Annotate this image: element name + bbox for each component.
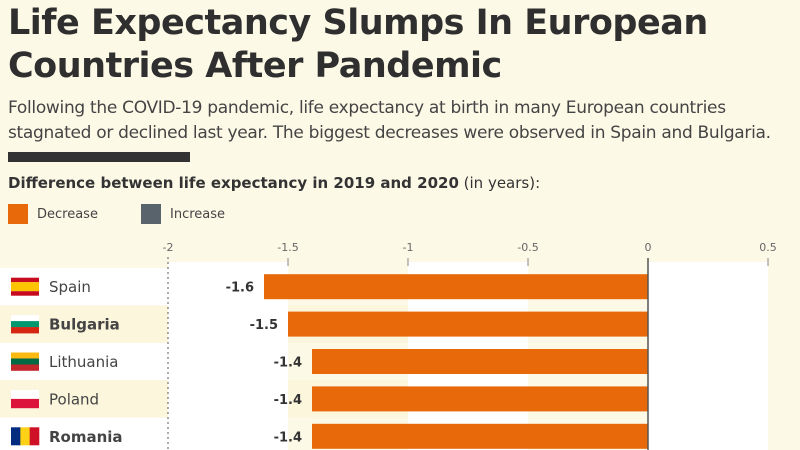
legend-label: Decrease xyxy=(37,206,98,222)
legend-swatch-decrease xyxy=(8,204,28,224)
category-label: Lithuania xyxy=(49,353,118,371)
divider xyxy=(8,152,190,162)
data-label: -1.5 xyxy=(250,318,278,333)
data-label: -1.6 xyxy=(226,281,254,296)
chart-label-unit: (in years): xyxy=(458,174,541,192)
grid-band xyxy=(648,262,768,450)
chart-label: Difference between life expectancy in 20… xyxy=(8,174,540,192)
flag-icon-poland xyxy=(11,389,39,409)
x-tick-label: -1 xyxy=(403,241,414,254)
bar-bulgaria xyxy=(288,311,648,337)
chart-label-bold: Difference between life expectancy in 20… xyxy=(8,174,459,192)
category-label: Romania xyxy=(49,428,123,446)
x-tick-label: -1.5 xyxy=(277,241,298,254)
title-line-2: Countries After Pandemic xyxy=(8,46,502,86)
category-label: Bulgaria xyxy=(49,316,120,334)
data-label: -1.4 xyxy=(274,393,302,408)
bar-lithuania xyxy=(312,349,648,374)
flag-icon-bulgaria xyxy=(11,315,39,334)
category-label: Poland xyxy=(49,390,99,408)
legend-swatch-increase xyxy=(141,204,161,224)
data-label: -1.4 xyxy=(274,356,302,371)
x-tick-label: -2 xyxy=(163,241,174,254)
flag-icon-spain xyxy=(11,277,39,296)
category-label: Spain xyxy=(49,278,91,296)
x-tick-label: 0 xyxy=(645,241,652,254)
legend-decrease: Decrease xyxy=(8,204,98,224)
bar-poland xyxy=(312,386,648,412)
bar-romania xyxy=(312,423,648,449)
legend-increase: Increase xyxy=(141,204,225,224)
bar-spain xyxy=(264,274,648,300)
legend-label: Increase xyxy=(170,206,226,222)
chart-title: Life Expectancy Slumps In European Countr… xyxy=(8,2,708,88)
title-line-1: Life Expectancy Slumps In European xyxy=(8,3,708,43)
flag-icon-romania xyxy=(11,427,40,446)
data-label: -1.4 xyxy=(274,430,302,445)
x-tick-label: -0.5 xyxy=(517,241,538,254)
x-tick-label: 0.5 xyxy=(759,241,777,254)
flag-icon-lithuania xyxy=(11,352,39,371)
chart-subtitle: Following the COVID-19 pandemic, life ex… xyxy=(8,98,771,143)
